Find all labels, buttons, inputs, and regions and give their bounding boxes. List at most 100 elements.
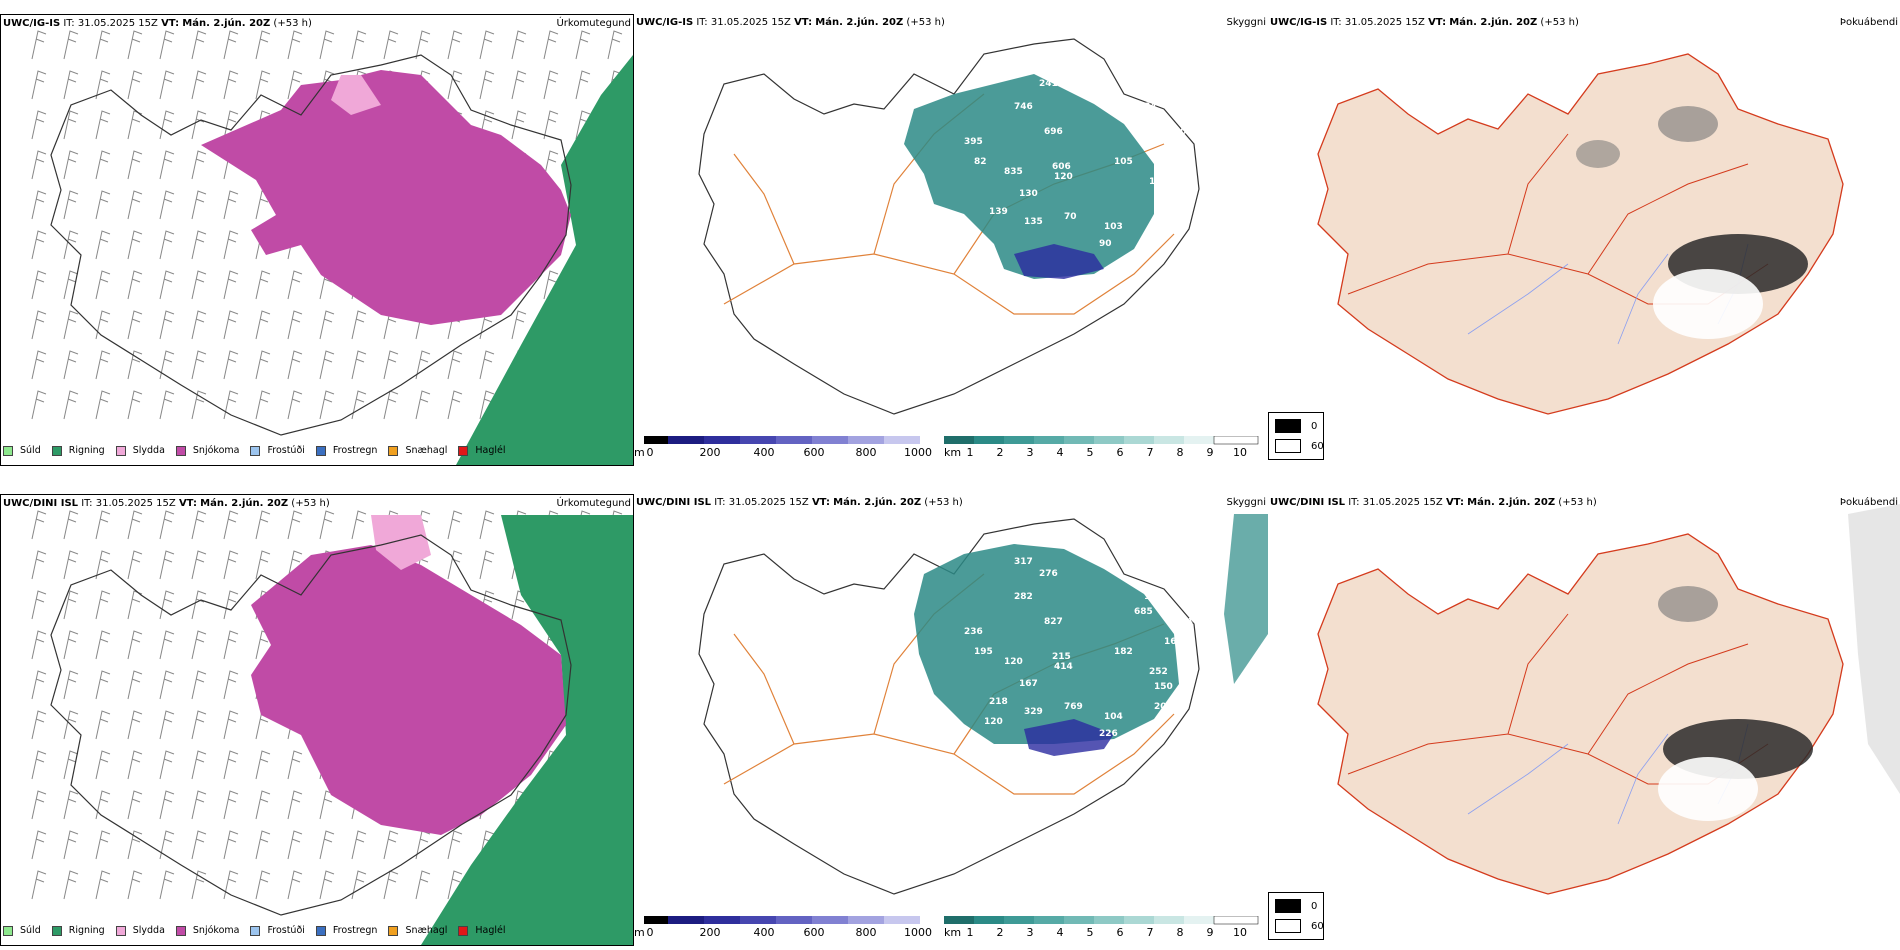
wind-barb [447, 550, 463, 580]
colorbar-tick: 8 [1176, 926, 1184, 939]
fog-legend-swatch [1275, 899, 1301, 913]
fog-legend-row: 60 [1275, 439, 1324, 453]
panel-title: Úrkomutegund [556, 498, 631, 509]
valid-time-label: VT: [1445, 497, 1464, 508]
wind-barb [383, 830, 399, 860]
wind-barb [383, 350, 399, 380]
fog-panel-top: UWC/IG-IS IT: 31.05.2025 15Z VT: Mán. 2.… [1268, 14, 1900, 466]
colorbar-tick: 600 [803, 446, 825, 459]
wind-barb [351, 30, 367, 60]
cloud-base-label: 696 [1044, 127, 1063, 137]
colorbar-tick: 5 [1086, 446, 1094, 459]
legend-item: Súld [3, 445, 41, 456]
wind-barb [191, 750, 207, 780]
cloud-base-label: 182 [1114, 647, 1133, 657]
init-time: IT: 31.05.2025 15Z [714, 497, 809, 508]
wind-barb [63, 590, 79, 620]
wind-barb [223, 510, 239, 540]
wind-barb [319, 30, 335, 60]
wind-barb [287, 510, 303, 540]
wind-barb [191, 510, 207, 540]
valid-time-label: VT: [178, 498, 197, 509]
wind-barb [543, 70, 559, 100]
wind-barb [383, 30, 399, 60]
colorbar-tick: 200 [699, 926, 721, 939]
fog-grey-patch [1658, 586, 1718, 622]
wind-barb [31, 830, 47, 860]
cloud-base-label: 685 [1134, 607, 1153, 617]
fog-white-area [1658, 757, 1758, 821]
legend-swatch [175, 445, 186, 456]
wind-barb [191, 150, 207, 180]
cloud-base-label: 226 [1099, 729, 1118, 739]
lead-time: (+53 h) [1540, 17, 1579, 28]
fog-legend-swatch [1275, 419, 1301, 433]
wind-barb [159, 150, 175, 180]
cloud-base-label: 218 [989, 697, 1008, 707]
wind-barb [63, 630, 79, 660]
colorbar-tick: 0 [646, 446, 654, 459]
sleet-area [371, 515, 431, 570]
panel-title: Úrkomutegund [556, 18, 631, 29]
legend-label: Snæhagl [405, 925, 448, 936]
wind-barb [287, 870, 303, 900]
cloud-base-label: 329 [1024, 707, 1043, 717]
cloud-base-label: 241 [1039, 79, 1058, 89]
legend-swatch [115, 925, 126, 936]
legend-item: Snjókoma [175, 925, 239, 936]
wind-barb [447, 870, 463, 900]
wind-barb [31, 30, 47, 60]
legend-item: Haglél [458, 445, 506, 456]
wind-barb [543, 150, 559, 180]
wind-barb [511, 30, 527, 60]
cloud-vis-panel-top: UWC/IG-IS IT: 31.05.2025 15Z VT: Mán. 2.… [634, 14, 1268, 466]
fog-legend-label: 60 [1311, 920, 1324, 932]
legend-swatch [388, 445, 399, 456]
iceland-land [1317, 533, 1844, 895]
wind-barb [415, 390, 431, 420]
fog-legend-label: 60 [1311, 440, 1324, 452]
legend-swatch [51, 445, 62, 456]
wind-barb [95, 110, 111, 140]
wind-barb [255, 550, 271, 580]
wind-barb [479, 70, 495, 100]
precip-type-panel-top: UWC/IG-IS IT: 31.05.2025 15Z VT: Mán. 2.… [0, 14, 634, 466]
wind-barb [31, 390, 47, 420]
wind-barb [223, 110, 239, 140]
wind-barb [127, 310, 143, 340]
wind-barb [287, 830, 303, 860]
wind-barb [447, 350, 463, 380]
legend-item: Súld [3, 925, 41, 936]
wind-barb [95, 70, 111, 100]
wind-barb [255, 350, 271, 380]
colorbar-cloud-base-ramp [644, 436, 920, 444]
cloud-base-label: 206 [1154, 702, 1173, 712]
wind-barb [191, 70, 207, 100]
wind-barb [255, 790, 271, 820]
wind-barb [31, 790, 47, 820]
colorbar-tick: 800 [855, 446, 877, 459]
cloud-blue-patch [1014, 244, 1104, 279]
valid-time-label: VT: [161, 18, 180, 29]
wind-barb [351, 390, 367, 420]
valid-time: Mán. 2.jún. 20Z [1467, 497, 1556, 508]
wind-barb [223, 790, 239, 820]
panel-header: UWC/DINI ISL IT: 31.05.2025 15Z VT: Mán.… [3, 497, 631, 511]
fog-legend-row: 0 [1275, 899, 1317, 913]
lead-time: (+53 h) [1558, 497, 1597, 508]
cloud-base-label: 120 [1004, 657, 1023, 667]
legend-swatch [458, 925, 469, 936]
colorbar-tick: 4 [1056, 926, 1064, 939]
wind-barb [479, 510, 495, 540]
panel-title: Skyggni [1226, 497, 1266, 508]
colorbar-tick: 1000 [904, 446, 932, 459]
wind-barb [159, 30, 175, 60]
wind-barb [31, 350, 47, 380]
cloud-base-label: 455 [1154, 212, 1173, 222]
wind-barb [127, 510, 143, 540]
legend-item: Frostúði [250, 925, 305, 936]
wind-barb [255, 70, 271, 100]
colorbar-visibility-ramp [944, 916, 1259, 925]
colorbar-tick: 3 [1026, 446, 1034, 459]
legend-swatch [458, 445, 469, 456]
